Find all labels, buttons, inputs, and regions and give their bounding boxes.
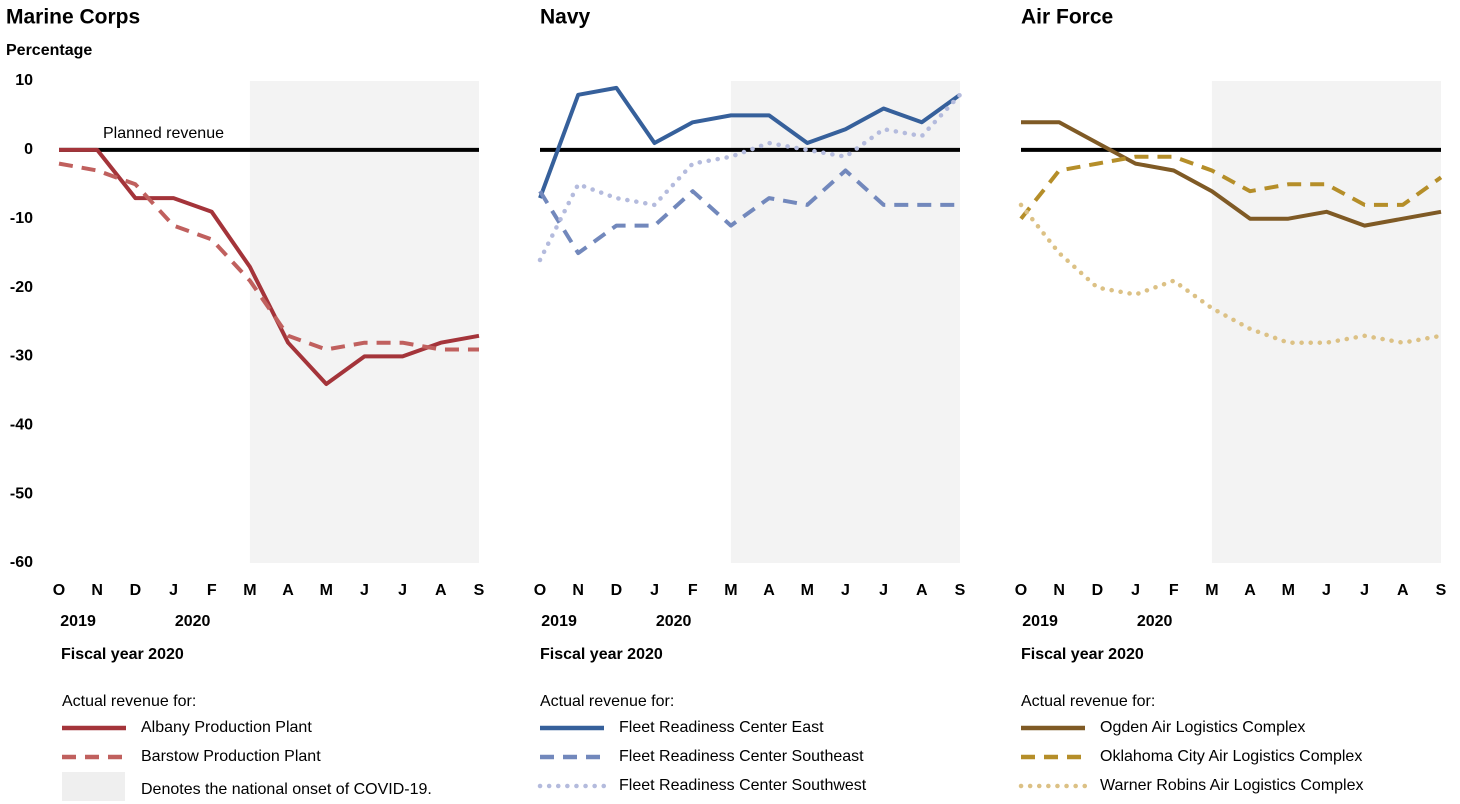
x-tick-label: N (91, 582, 103, 599)
x-tick-label: O (534, 582, 546, 599)
y-axis-label: Percentage (6, 42, 92, 59)
x-tick-label: D (611, 582, 623, 599)
x-tick-label: M (724, 582, 737, 599)
covid-shading (1211, 81, 1441, 563)
x-tick-label: A (763, 582, 775, 599)
x-tick-label: M (1205, 582, 1218, 599)
series-line (1019, 154, 1443, 220)
y-tick-label: -60 (10, 554, 33, 571)
x-tick-label: J (1322, 582, 1331, 599)
x-tick-label: M (801, 582, 814, 599)
panel-title: Navy (540, 6, 591, 29)
covid-shading (249, 81, 479, 563)
x-tick-label: O (1015, 582, 1027, 599)
x-tick-label: J (650, 582, 659, 599)
x-tick-label: F (1169, 582, 1179, 599)
x-tick-label: M (243, 582, 256, 599)
x-tick-label: M (320, 582, 333, 599)
year-label: 2019 (60, 613, 96, 630)
x-tick-label: J (398, 582, 407, 599)
x-tick-label: A (1397, 582, 1409, 599)
series-line (538, 168, 960, 256)
x-tick-label: N (572, 582, 584, 599)
year-label: 2019 (1022, 613, 1058, 630)
x-tick-label: S (1436, 582, 1447, 599)
x-tick-label: N (1053, 582, 1065, 599)
legend-label: Fleet Readiness Center East (619, 719, 824, 736)
panel-title: Marine Corps (6, 6, 140, 29)
x-tick-label: J (169, 582, 178, 599)
legend-label: Oklahoma City Air Logistics Complex (1100, 748, 1362, 765)
x-tick-label: S (474, 582, 485, 599)
x-tick-label: D (130, 582, 142, 599)
y-tick-label: 0 (24, 141, 33, 158)
x-tick-label: J (1131, 582, 1140, 599)
series-line (537, 92, 963, 263)
reference-label: Planned revenue (103, 125, 224, 142)
legend-shading-label: Denotes the national onset of COVID-19. (141, 781, 432, 798)
series-line (538, 85, 962, 199)
x-axis-label: Fiscal year 2020 (61, 646, 184, 663)
y-tick-label: 10 (15, 72, 33, 89)
y-tick-label: -50 (10, 485, 33, 502)
x-tick-label: A (916, 582, 928, 599)
series-line (1021, 120, 1442, 228)
y-tick-label: -20 (10, 279, 33, 296)
x-tick-label: J (1360, 582, 1369, 599)
legend-label: Fleet Readiness Center Southwest (619, 777, 867, 794)
x-axis-label: Fiscal year 2020 (540, 646, 663, 663)
x-tick-label: M (1282, 582, 1295, 599)
legend-label: Ogden Air Logistics Complex (1100, 719, 1305, 736)
x-tick-label: O (53, 582, 65, 599)
legend-label: Warner Robins Air Logistics Complex (1100, 777, 1364, 794)
year-label: 2020 (175, 613, 211, 630)
legend-label: Albany Production Plant (141, 719, 312, 736)
panel-title: Air Force (1021, 6, 1113, 29)
legend-shading-swatch (62, 772, 125, 801)
year-label: 2020 (1137, 613, 1173, 630)
legend-title: Actual revenue for: (540, 693, 674, 710)
x-tick-label: A (1244, 582, 1256, 599)
y-tick-label: -30 (10, 348, 33, 365)
covid-shading (730, 81, 960, 563)
legend-title: Actual revenue for: (1021, 693, 1155, 710)
x-tick-label: J (841, 582, 850, 599)
x-tick-label: F (688, 582, 698, 599)
x-tick-label: A (435, 582, 447, 599)
x-tick-label: J (879, 582, 888, 599)
x-tick-label: D (1092, 582, 1104, 599)
series-line (58, 161, 479, 352)
x-tick-label: J (360, 582, 369, 599)
y-tick-label: -10 (10, 210, 33, 227)
y-tick-label: -40 (10, 417, 33, 434)
x-tick-label: F (207, 582, 217, 599)
year-label: 2020 (656, 613, 692, 630)
year-label: 2019 (541, 613, 577, 630)
x-tick-label: A (282, 582, 294, 599)
legend-label: Fleet Readiness Center Southeast (619, 748, 864, 765)
legend-label: Barstow Production Plant (141, 748, 321, 765)
x-axis-label: Fiscal year 2020 (1021, 646, 1144, 663)
legend-title: Actual revenue for: (62, 693, 196, 710)
x-tick-label: S (955, 582, 966, 599)
